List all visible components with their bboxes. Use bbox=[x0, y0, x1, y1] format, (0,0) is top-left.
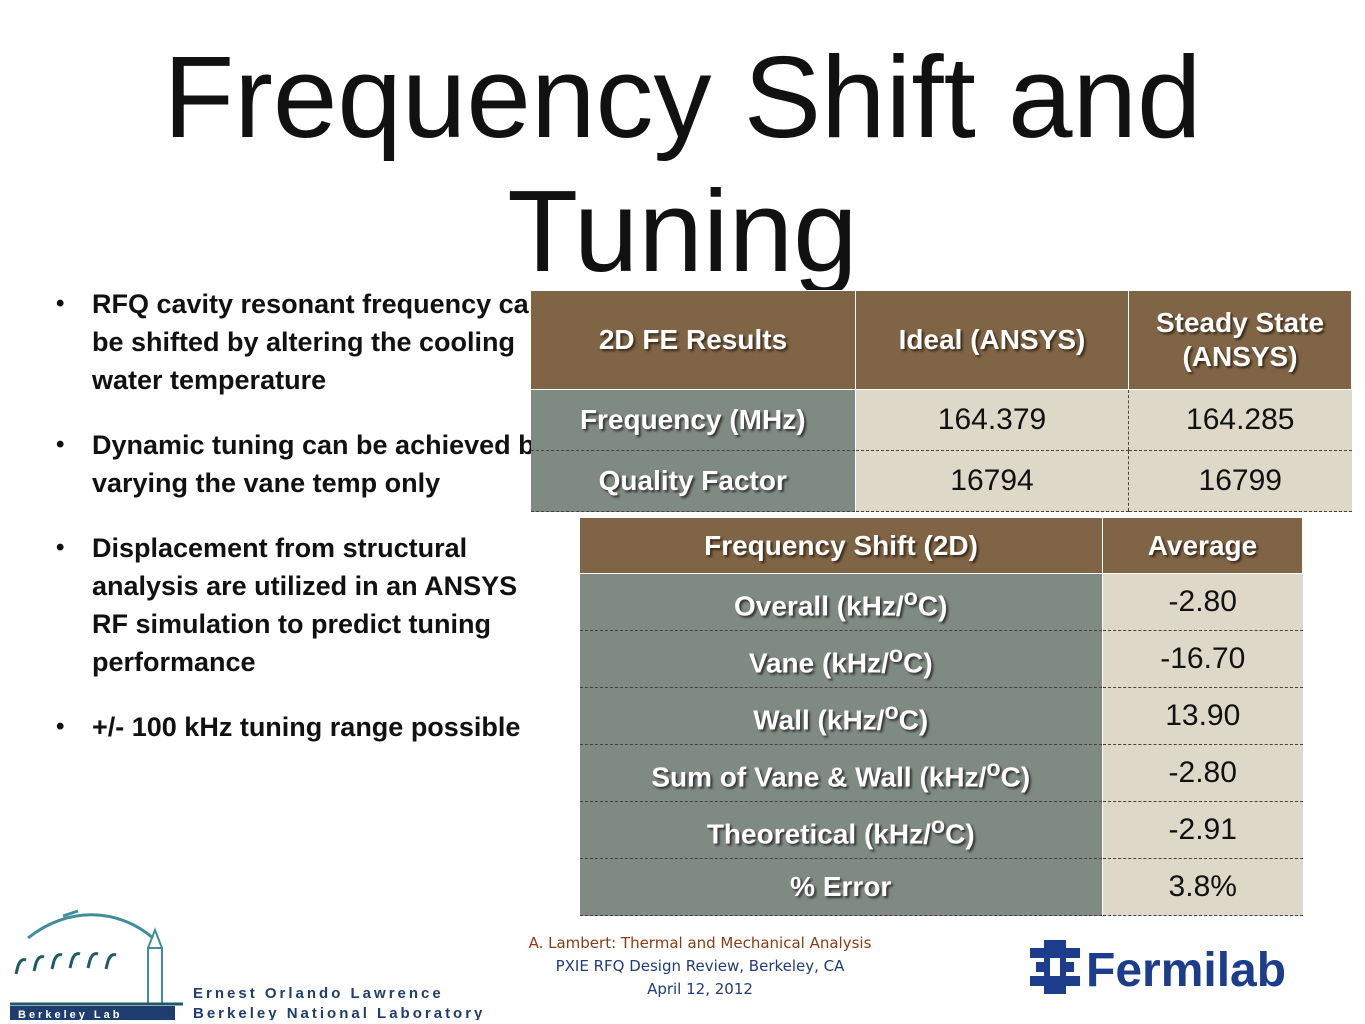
table-header-cell: 2D FE Results bbox=[530, 290, 856, 390]
berkeley-line2: Berkeley National Laboratory bbox=[193, 1005, 485, 1020]
table-header-cell: Average bbox=[1102, 517, 1303, 574]
table-header-cell: Steady State (ANSYS) bbox=[1128, 290, 1352, 390]
table-header-row: 2D FE Results Ideal (ANSYS) Steady State… bbox=[530, 290, 1352, 390]
footer-author: A. Lambert: Thermal and Mechanical Analy… bbox=[528, 934, 872, 952]
slide-title: Frequency Shift and Tuning bbox=[163, 32, 1202, 296]
bullet-list: • RFQ cavity resonant frequency can be sh… bbox=[50, 285, 550, 773]
fermilab-logo: Fermilab bbox=[1030, 940, 1286, 995]
row-label: Wall (kHz/oC) bbox=[579, 687, 1103, 745]
degree-mark: o bbox=[884, 698, 899, 725]
row-label: Vane (kHz/oC) bbox=[579, 630, 1103, 688]
table-row: Vane (kHz/oC) -16.70 bbox=[579, 630, 1303, 688]
row-label: Quality Factor bbox=[530, 450, 856, 512]
bullet-text: +/- 100 kHz tuning range possible bbox=[92, 712, 521, 742]
table-header-cell: Frequency Shift (2D) bbox=[579, 517, 1103, 574]
bullet-dot-icon: • bbox=[56, 431, 65, 458]
table-row: Frequency (MHz) 164.379 164.285 bbox=[530, 389, 1352, 451]
row-label: Sum of Vane & Wall (kHz/oC) bbox=[579, 744, 1103, 802]
table-cell: -2.80 bbox=[1102, 744, 1303, 802]
row-label-unit: C) bbox=[898, 704, 929, 736]
table-cell: 16794 bbox=[855, 450, 1129, 512]
table-row: Quality Factor 16794 16799 bbox=[530, 450, 1352, 512]
frequency-shift-table: Frequency Shift (2D) Average Overall (kH… bbox=[579, 517, 1303, 916]
table-row: Theoretical (kHz/oC) -2.91 bbox=[579, 801, 1303, 859]
bullet-item: • RFQ cavity resonant frequency can be sh… bbox=[50, 285, 550, 399]
bullet-dot-icon: • bbox=[56, 713, 65, 740]
row-label-unit: C) bbox=[917, 590, 948, 622]
footer-date: April 12, 2012 bbox=[647, 980, 753, 998]
berkeley-badge-text: Berkeley Lab bbox=[18, 1009, 122, 1020]
row-label-text: Theoretical (kHz/ bbox=[706, 818, 931, 850]
berkeley-badge bbox=[10, 1006, 175, 1020]
table-cell: 16799 bbox=[1128, 450, 1352, 512]
table-cell: 164.379 bbox=[855, 389, 1129, 451]
table-cell: -2.80 bbox=[1102, 573, 1303, 631]
bullet-text: Dynamic tuning can be achieved by varyin… bbox=[92, 430, 550, 498]
table-cell: 3.8% bbox=[1102, 858, 1303, 916]
berkeley-lab-logo: Berkeley Lab Ernest Orlando Lawrence Ber… bbox=[10, 909, 485, 1020]
row-label-unit: C) bbox=[903, 647, 933, 679]
bullet-dot-icon: • bbox=[56, 534, 65, 561]
bullet-item: • Displacement from structural analysis a… bbox=[50, 529, 550, 681]
row-label-text: Wall (kHz/ bbox=[753, 704, 885, 736]
degree-mark: o bbox=[903, 584, 918, 611]
footer: A. Lambert: Thermal and Mechanical Analy… bbox=[480, 932, 920, 1001]
fe-results-table: 2D FE Results Ideal (ANSYS) Steady State… bbox=[530, 290, 1352, 512]
row-label: Overall (kHz/oC) bbox=[579, 573, 1103, 631]
degree-mark: o bbox=[888, 641, 904, 668]
degree-mark: o bbox=[930, 812, 946, 839]
bullet-text: Displacement from structural analysis ar… bbox=[92, 533, 518, 677]
bullet-item: • +/- 100 kHz tuning range possible bbox=[50, 708, 550, 746]
row-label: Theoretical (kHz/oC) bbox=[579, 801, 1103, 859]
berkeley-arches-icon bbox=[14, 952, 117, 975]
row-label: Frequency (MHz) bbox=[530, 389, 856, 451]
table-row: % Error 3.8% bbox=[579, 858, 1303, 916]
degree-mark: o bbox=[986, 755, 1001, 782]
berkeley-building-icon bbox=[10, 909, 183, 1006]
table-header-row: Frequency Shift (2D) Average bbox=[579, 517, 1303, 574]
fermilab-wordmark: Fermilab bbox=[1086, 944, 1286, 995]
bullet-item: • Dynamic tuning can be achieved by varyi… bbox=[50, 426, 550, 502]
row-label-text: Vane (kHz/ bbox=[748, 647, 889, 679]
row-label-unit: C) bbox=[945, 818, 975, 850]
table-row: Overall (kHz/oC) -2.80 bbox=[579, 573, 1303, 631]
table-cell: -16.70 bbox=[1102, 630, 1303, 688]
row-label-text: Overall (kHz/ bbox=[734, 590, 904, 622]
table-header-cell: Ideal (ANSYS) bbox=[855, 290, 1129, 390]
table-row: Sum of Vane & Wall (kHz/oC) -2.80 bbox=[579, 744, 1303, 802]
fermilab-mark-icon bbox=[1030, 940, 1080, 994]
row-label-text: Sum of Vane & Wall (kHz/ bbox=[651, 761, 987, 793]
row-label-unit: C) bbox=[1000, 761, 1031, 793]
bullet-text: RFQ cavity resonant frequency can be shi… bbox=[92, 289, 546, 395]
bullet-dot-icon: • bbox=[56, 290, 65, 317]
table-row: Wall (kHz/oC) 13.90 bbox=[579, 687, 1303, 745]
table-cell: 13.90 bbox=[1102, 687, 1303, 745]
footer-event: PXIE RFQ Design Review, Berkeley, CA bbox=[555, 957, 845, 975]
row-label: % Error bbox=[579, 858, 1103, 916]
table-cell: 164.285 bbox=[1128, 389, 1352, 451]
table-cell: -2.91 bbox=[1102, 801, 1303, 859]
berkeley-line1: Ernest Orlando Lawrence bbox=[193, 985, 444, 1002]
